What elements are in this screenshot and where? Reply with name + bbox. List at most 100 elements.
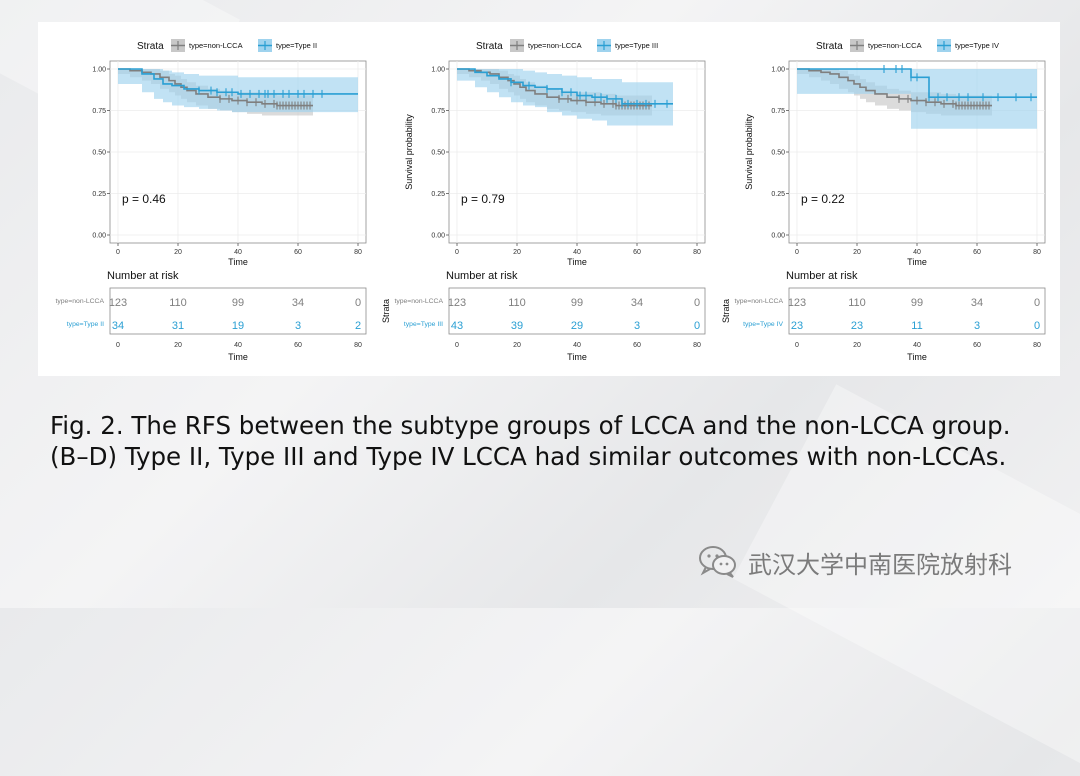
x-axis-label: Time bbox=[907, 257, 927, 267]
risk-count: 23 bbox=[791, 320, 803, 332]
risk-count: 110 bbox=[508, 297, 526, 309]
risk-x-tick-label: 80 bbox=[354, 342, 362, 349]
risk-count: 0 bbox=[694, 297, 700, 309]
risk-x-axis-label: Time bbox=[228, 352, 248, 362]
watermark: 武汉大学中南医院放射科 bbox=[698, 540, 1012, 584]
risk-count: 11 bbox=[911, 320, 922, 332]
risk-count: 99 bbox=[911, 297, 923, 309]
y-tick-label: 0.75 bbox=[771, 108, 785, 115]
risk-x-tick-label: 60 bbox=[633, 342, 641, 349]
x-axis-label: Time bbox=[228, 257, 248, 267]
risk-count: 34 bbox=[112, 320, 124, 332]
legend-title: Strata bbox=[816, 41, 843, 52]
risk-x-tick-label: 0 bbox=[116, 342, 120, 349]
x-tick-label: 60 bbox=[294, 249, 302, 256]
risk-table-title: Number at risk bbox=[107, 270, 179, 282]
risk-x-tick-label: 60 bbox=[294, 342, 302, 349]
y-tick-label: 0.75 bbox=[431, 108, 445, 115]
y-tick-label: 0.50 bbox=[92, 150, 106, 157]
risk-count: 123 bbox=[788, 297, 806, 309]
risk-count: 19 bbox=[232, 320, 244, 332]
figure-caption: Fig. 2. The RFS between the subtype grou… bbox=[50, 411, 1011, 471]
y-tick-label: 0.75 bbox=[92, 108, 106, 115]
risk-x-tick-label: 20 bbox=[853, 342, 861, 349]
y-tick-label: 1.00 bbox=[771, 67, 785, 74]
risk-count: 43 bbox=[451, 320, 463, 332]
risk-count: 99 bbox=[232, 297, 244, 309]
risk-x-tick-label: 80 bbox=[1033, 342, 1041, 349]
y-tick-label: 1.00 bbox=[92, 67, 106, 74]
risk-x-tick-label: 60 bbox=[973, 342, 981, 349]
y-tick-label: 0.25 bbox=[431, 191, 445, 198]
risk-x-tick-label: 40 bbox=[573, 342, 581, 349]
risk-count: 0 bbox=[1034, 297, 1040, 309]
risk-y-axis-label: Strata bbox=[381, 299, 391, 323]
risk-count: 3 bbox=[974, 320, 980, 332]
risk-count: 29 bbox=[571, 320, 583, 332]
risk-table-frame bbox=[788, 287, 1046, 335]
risk-x-tick-label: 20 bbox=[513, 342, 521, 349]
risk-row-label: type=non-LCCA bbox=[734, 298, 783, 305]
risk-count: 99 bbox=[571, 297, 583, 309]
risk-count: 34 bbox=[971, 297, 983, 309]
risk-count: 34 bbox=[292, 297, 304, 309]
legend-label: type=non-LCCA bbox=[868, 41, 922, 50]
p-value: p = 0.22 bbox=[801, 192, 845, 206]
risk-count: 3 bbox=[295, 320, 301, 332]
x-tick-label: 0 bbox=[455, 249, 459, 256]
risk-x-axis-label: Time bbox=[907, 352, 927, 362]
x-tick-label: 0 bbox=[795, 249, 799, 256]
risk-x-tick-label: 40 bbox=[234, 342, 242, 349]
risk-row-label: type=Type II bbox=[67, 321, 104, 328]
risk-row-label: type=Type III bbox=[404, 321, 443, 328]
risk-y-axis-label: Strata bbox=[721, 299, 731, 323]
km-panel: Strata type=non-LCCA type=Type IV0.000.250… bbox=[721, 39, 1046, 362]
risk-count: 0 bbox=[355, 297, 361, 309]
risk-count: 0 bbox=[694, 320, 700, 332]
risk-count: 110 bbox=[169, 297, 187, 309]
risk-count: 3 bbox=[634, 320, 640, 332]
km-panel: Strata type=non-LCCA type=Type II 0.00 0.25 0… bbox=[55, 39, 367, 362]
risk-count: 31 bbox=[172, 320, 184, 332]
legend-label: type=non-LCCA bbox=[189, 41, 243, 50]
y-tick-label: 0.25 bbox=[92, 191, 106, 198]
legend-title: Strata bbox=[476, 41, 503, 52]
y-tick-label: 0.00 bbox=[771, 233, 785, 240]
x-tick-label: 20 bbox=[513, 249, 521, 256]
x-tick-label: 80 bbox=[1033, 249, 1041, 256]
risk-count: 23 bbox=[851, 320, 863, 332]
risk-x-tick-label: 0 bbox=[455, 342, 459, 349]
risk-count: 0 bbox=[1034, 320, 1040, 332]
y-tick-label: 0.00 bbox=[92, 233, 106, 240]
x-tick-label: 60 bbox=[633, 249, 641, 256]
y-tick-label: 0.00 bbox=[431, 233, 445, 240]
risk-x-axis-label: Time bbox=[567, 352, 587, 362]
risk-table-frame bbox=[109, 287, 367, 335]
risk-x-tick-label: 40 bbox=[913, 342, 921, 349]
y-tick-label: 0.50 bbox=[771, 150, 785, 157]
risk-count: 123 bbox=[448, 297, 466, 309]
risk-table-title: Number at risk bbox=[446, 270, 518, 282]
risk-row-label: type=Type IV bbox=[743, 321, 783, 328]
risk-count: 2 bbox=[355, 320, 361, 332]
risk-count: 110 bbox=[848, 297, 866, 309]
wechat-icon bbox=[699, 546, 736, 578]
y-axis-label: Survival probability bbox=[404, 114, 414, 190]
legend-title: Strata bbox=[137, 41, 164, 52]
risk-x-tick-label: 0 bbox=[795, 342, 799, 349]
x-tick-label: 40 bbox=[573, 249, 581, 256]
risk-table-title: Number at risk bbox=[786, 270, 858, 282]
survival-curve bbox=[457, 68, 673, 105]
risk-x-tick-label: 80 bbox=[693, 342, 701, 349]
risk-table-frame bbox=[448, 287, 706, 335]
y-axis-label: Survival probability bbox=[744, 114, 754, 190]
x-tick-label: 60 bbox=[973, 249, 981, 256]
x-tick-label: 0 bbox=[116, 249, 120, 256]
x-tick-label: 80 bbox=[693, 249, 701, 256]
confidence-band bbox=[118, 69, 358, 113]
x-tick-label: 20 bbox=[853, 249, 861, 256]
x-tick-label: 40 bbox=[913, 249, 921, 256]
km-panel: Strata type=non-LCCA type=Type III0.000.25… bbox=[381, 39, 706, 362]
x-tick-label: 40 bbox=[234, 249, 242, 256]
p-value: p = 0.46 bbox=[122, 192, 166, 206]
